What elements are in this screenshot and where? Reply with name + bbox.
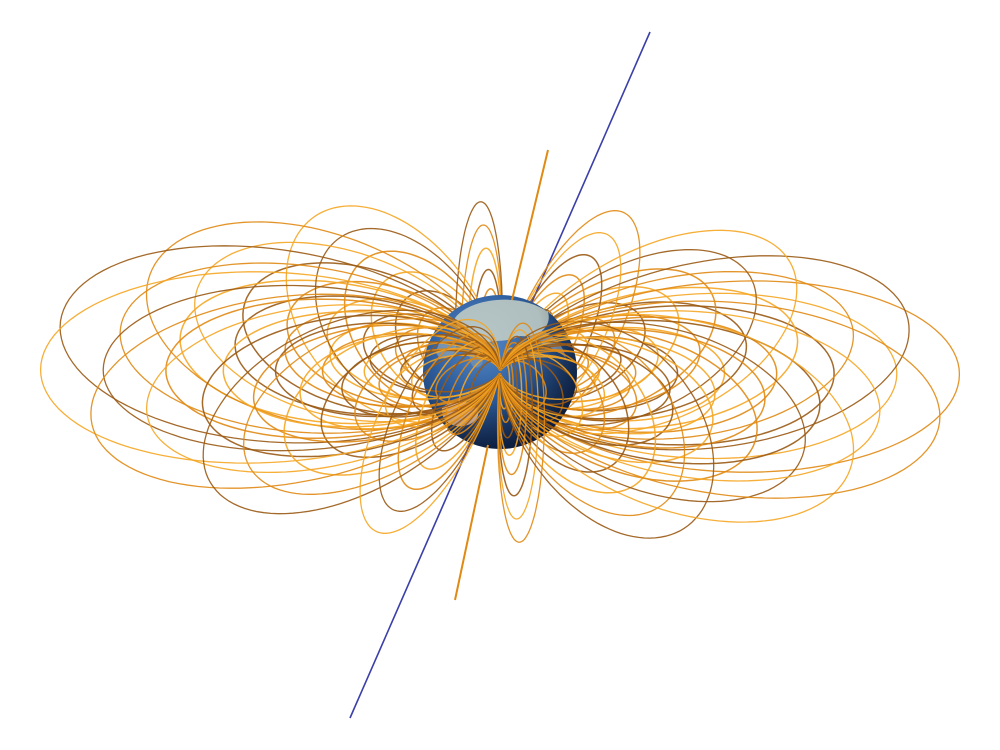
magnetic-field-line xyxy=(500,280,961,473)
magnetic-field-line xyxy=(499,320,715,539)
magnetic-field-line xyxy=(500,255,910,451)
magnetic-field-line xyxy=(283,326,501,476)
magnetic-field-line xyxy=(39,271,500,464)
magnetic-field-line xyxy=(499,328,766,449)
magnetic-field-line xyxy=(145,304,500,474)
magnetic-field-line xyxy=(243,318,501,495)
magnetic-field-line xyxy=(252,324,501,443)
magnetic-field-line xyxy=(499,321,806,503)
magnetic-field-line xyxy=(496,322,546,543)
magnetic-field-line xyxy=(500,300,941,499)
magnetic-field-line xyxy=(363,341,501,400)
magnetic-field-line xyxy=(499,329,758,482)
magnetic-field-line xyxy=(499,336,716,435)
magnetic-field-line xyxy=(497,329,539,520)
magnetic-field-line xyxy=(90,293,500,489)
polar-field-line xyxy=(511,149,549,301)
magnetic-field-line xyxy=(497,335,534,497)
magnetic-field-line xyxy=(59,245,500,444)
magnetic-field-line xyxy=(397,333,501,491)
magnetic-field-line xyxy=(400,349,501,393)
magnetic-field-line xyxy=(359,318,501,534)
magnetic-field-line xyxy=(378,326,501,512)
field-lines-front xyxy=(39,149,941,601)
magnetic-field-line xyxy=(320,334,501,459)
magnetic-field-line xyxy=(500,310,881,482)
magnetic-field-line xyxy=(499,343,674,447)
magnetic-field-line xyxy=(499,313,855,523)
polar-field-line xyxy=(454,444,489,601)
magnetic-field-line xyxy=(499,350,631,411)
magnetic-field-line xyxy=(194,241,501,423)
magnetic-field-line xyxy=(497,341,528,476)
magnetic-field-line xyxy=(202,309,501,515)
